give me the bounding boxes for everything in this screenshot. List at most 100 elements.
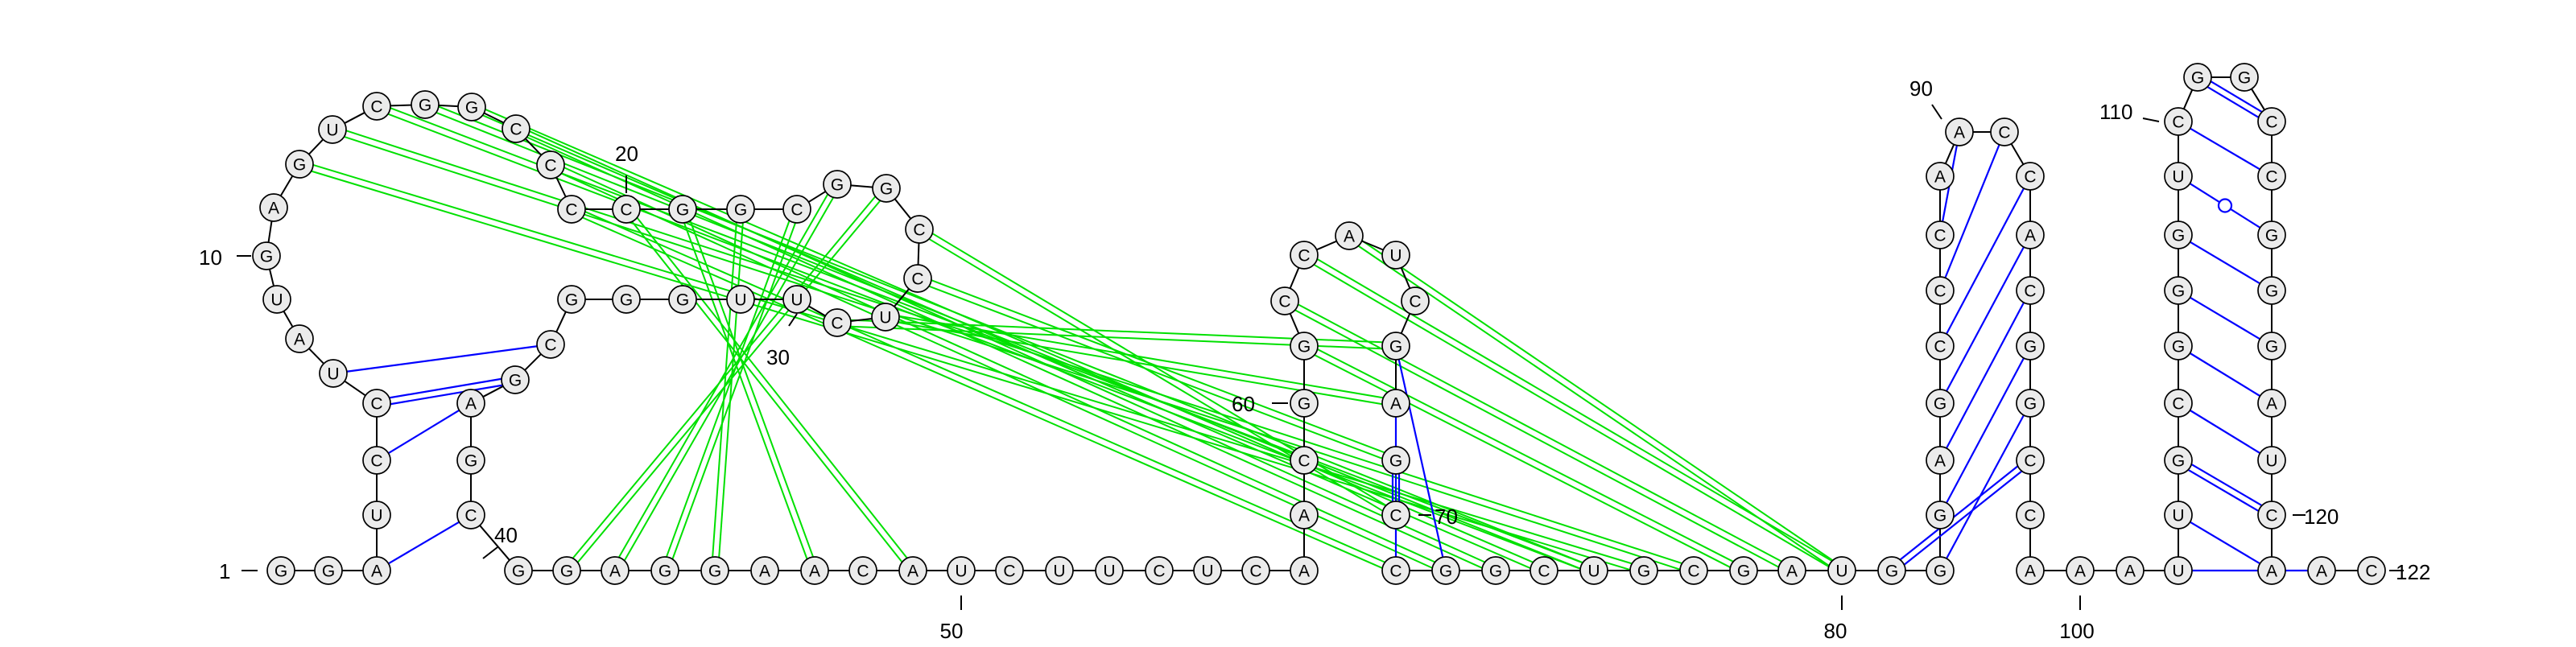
nucleotide-circle bbox=[903, 264, 932, 293]
nucleotide-75: G bbox=[1629, 556, 1658, 585]
nucleotide-letter: G bbox=[1934, 563, 1946, 581]
nucleotide-104: C bbox=[2164, 389, 2193, 418]
nucleotide-72: G bbox=[1481, 556, 1510, 585]
nucleotide-16: G bbox=[457, 93, 486, 122]
pseudoknot-line bbox=[561, 172, 1433, 569]
pseudoknot-line bbox=[636, 217, 908, 558]
backbone-segment bbox=[894, 288, 910, 307]
nucleotide-circle bbox=[1401, 286, 1430, 315]
nucleotide-letter: G bbox=[734, 201, 747, 220]
nucleotide-circle bbox=[2164, 107, 2193, 136]
nucleotide-102: U bbox=[2164, 501, 2193, 530]
nucleotide-93: C bbox=[2016, 276, 2045, 305]
nucleotide-circle bbox=[2257, 389, 2286, 418]
position-label-50: 50 bbox=[940, 619, 964, 643]
nucleotide-circle bbox=[823, 308, 852, 337]
nucleotide-letter: C bbox=[1409, 293, 1421, 311]
nucleotide-114: G bbox=[2257, 220, 2286, 249]
nucleotide-circle bbox=[2016, 556, 2045, 585]
nucleotide-circle bbox=[726, 195, 755, 224]
backbone-segment bbox=[850, 317, 873, 323]
pseudoknot-line bbox=[584, 211, 1385, 563]
nucleotide-94: G bbox=[2016, 332, 2045, 361]
nucleotide-circle bbox=[457, 93, 486, 122]
nucleotide-letter: A bbox=[1298, 507, 1310, 525]
nucleotide-83: A bbox=[1926, 446, 1955, 475]
nucleotide-letter: G bbox=[260, 248, 273, 266]
nucleotide-letter: A bbox=[1786, 563, 1798, 581]
base-pair-line bbox=[2190, 241, 2260, 285]
nucleotide-circle bbox=[848, 556, 877, 585]
nucleotide-letter: G bbox=[1439, 563, 1452, 581]
backbone-segment bbox=[808, 305, 826, 317]
nucleotide-90: C bbox=[1990, 117, 2019, 146]
nucleotide-letter: C bbox=[1249, 563, 1261, 581]
base-pair-line bbox=[1946, 246, 2025, 392]
nucleotide-letter: C bbox=[544, 336, 556, 355]
nucleotide-letter: G bbox=[880, 180, 893, 199]
nucleotide-letter: C bbox=[2024, 168, 2036, 187]
nucleotide-circle bbox=[2357, 556, 2386, 585]
pseudoknot-line bbox=[577, 200, 881, 563]
backbone-segment bbox=[283, 311, 294, 328]
nucleotide-letter: G bbox=[676, 201, 689, 220]
backbone-segment bbox=[438, 104, 459, 108]
backbone-segment bbox=[2010, 143, 2025, 165]
nucleotide-letter: C bbox=[464, 507, 477, 525]
base-pair-line bbox=[1946, 357, 2025, 504]
backbone-segment bbox=[1289, 267, 1300, 289]
nucleotide-letter: U bbox=[1389, 247, 1402, 266]
nucleotide-58: C bbox=[1290, 446, 1319, 475]
pseudoknot-line bbox=[671, 222, 796, 559]
nucleotide-106: G bbox=[2164, 276, 2193, 305]
position-label-100: 100 bbox=[2059, 619, 2094, 643]
nucleotide-46: A bbox=[800, 556, 829, 585]
nucleotide-44: G bbox=[700, 556, 729, 585]
nucleotide-circle bbox=[782, 285, 811, 314]
backbone-segment bbox=[269, 269, 275, 286]
nucleotide-121: A bbox=[2307, 556, 2336, 585]
position-label-1: 1 bbox=[219, 559, 230, 583]
position-label-120: 120 bbox=[2304, 505, 2339, 529]
pseudoknot-line bbox=[482, 114, 1531, 569]
backbone-segment bbox=[267, 220, 273, 243]
nucleotide-letter: C bbox=[857, 563, 869, 581]
nucleotide-letter: A bbox=[2074, 563, 2086, 581]
nucleotide-circle bbox=[456, 389, 485, 418]
nucleotide-32: G bbox=[668, 285, 697, 314]
nucleotide-letter: U bbox=[2172, 563, 2184, 581]
nucleotide-circle bbox=[2257, 220, 2286, 249]
nucleotide-37: A bbox=[456, 389, 485, 418]
pseudoknot-line bbox=[1314, 354, 1731, 568]
nucleotide-120: A bbox=[2257, 556, 2286, 585]
nucleotide-letter: A bbox=[2316, 563, 2327, 581]
nucleotide-circle bbox=[2257, 107, 2286, 136]
nucleotide-letter: G bbox=[2265, 227, 2278, 245]
backbone-segment bbox=[2182, 89, 2194, 109]
nucleotide-circle bbox=[2016, 162, 2045, 191]
pseudoknot-line bbox=[564, 167, 1435, 563]
nucleotide-53: C bbox=[1145, 556, 1174, 585]
nucleotide-letter: C bbox=[1153, 563, 1165, 581]
nucleotide-62: C bbox=[1290, 241, 1319, 270]
nucleotide-letter: C bbox=[370, 452, 382, 471]
nucleotide-letter: U bbox=[734, 291, 746, 310]
pseudoknot-line bbox=[485, 109, 1534, 563]
nucleotide-49: U bbox=[947, 556, 976, 585]
nucleotide-letter: U bbox=[327, 365, 339, 384]
nucleotide-circle bbox=[2230, 63, 2259, 92]
nucleotide-17: C bbox=[502, 114, 530, 143]
nucleotide-letter: G bbox=[1298, 395, 1311, 414]
nucleotide-circle bbox=[2164, 389, 2193, 418]
nucleotide-1: G bbox=[266, 556, 295, 585]
nucleotide-circle bbox=[1990, 117, 2019, 146]
nucleotide-69: C bbox=[1381, 501, 1410, 530]
nucleotide-60: G bbox=[1290, 332, 1319, 361]
nucleotide-circle bbox=[2183, 63, 2212, 92]
nucleotide-circle bbox=[1290, 389, 1319, 418]
nucleotide-circle bbox=[823, 170, 852, 199]
nucleotide-circle bbox=[1926, 276, 1955, 305]
nucleotide-circle bbox=[501, 365, 530, 394]
base-pair-lines bbox=[346, 80, 2308, 572]
nucleotide-circle bbox=[1045, 556, 1074, 585]
